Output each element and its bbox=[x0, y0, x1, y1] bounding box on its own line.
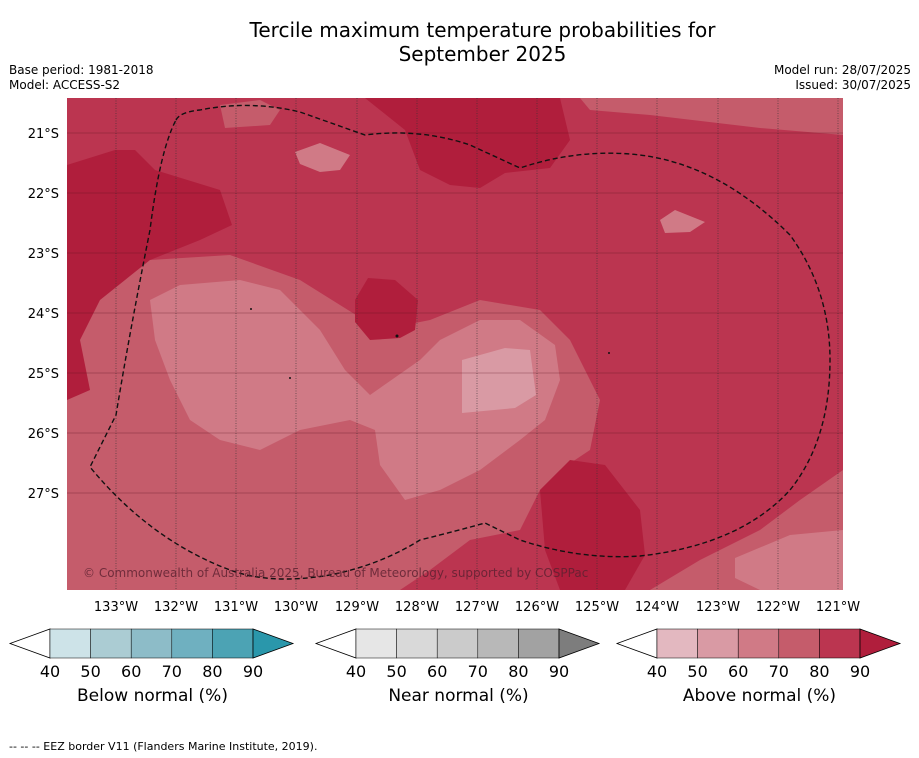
lat-axis: 21°S 22°S 23°S 24°S 25°S 26°S 27°S bbox=[28, 127, 59, 502]
lat-label: 26°S bbox=[28, 427, 59, 442]
colorbar-tick: 40 bbox=[647, 662, 667, 681]
colorbar-tick: 40 bbox=[40, 662, 60, 681]
model-run-text: Model run: 28/07/2025 bbox=[773, 63, 911, 77]
colorbar-bin bbox=[656, 628, 698, 659]
colorbar-bin bbox=[477, 628, 519, 659]
forecast-map: © Commonwealth of Australia 2025, Bureau… bbox=[8, 98, 902, 681]
base-period-text: Base period: 1981-2018 bbox=[9, 63, 154, 77]
colorbar-tick: 70 bbox=[769, 662, 789, 681]
colorbar-bin bbox=[436, 628, 479, 659]
field-90-west bbox=[67, 150, 232, 400]
model-text: Model: ACCESS-S2 bbox=[9, 78, 121, 92]
map-title: Tercile maximum temperature probabilitie… bbox=[0, 18, 919, 66]
colorbar-high-extend bbox=[859, 628, 902, 659]
title-line-1: Tercile maximum temperature probabilitie… bbox=[249, 18, 716, 42]
field-60-70-eastspot bbox=[660, 210, 705, 233]
lat-label: 21°S bbox=[28, 127, 59, 142]
colorbar-tick: 90 bbox=[549, 662, 569, 681]
lat-label: 25°S bbox=[28, 367, 59, 382]
lon-label: 126°W bbox=[515, 600, 559, 615]
graticule-lat bbox=[67, 132, 843, 494]
field-70-80-southwest bbox=[67, 430, 140, 500]
lon-label: 130°W bbox=[274, 600, 318, 615]
field-90-north bbox=[365, 98, 570, 188]
colorbar-high-extend bbox=[252, 628, 295, 659]
colorbar-tick: 60 bbox=[121, 662, 141, 681]
lon-label: 121°W bbox=[816, 600, 860, 615]
colorbar-low-extend bbox=[314, 628, 357, 659]
colorbar-low-extend bbox=[8, 628, 51, 659]
field-50-60-center bbox=[462, 348, 536, 413]
islands bbox=[250, 308, 610, 379]
colorbar-tick: 50 bbox=[687, 662, 707, 681]
colorbar-bin bbox=[49, 628, 91, 659]
colorbar-high-extend bbox=[558, 628, 601, 659]
lon-label: 122°W bbox=[756, 600, 800, 615]
colorbar-tick: 60 bbox=[427, 662, 447, 681]
colorbar-bin bbox=[778, 628, 820, 659]
lon-label: 124°W bbox=[635, 600, 679, 615]
footnote-eez: -- -- -- EEZ border V11 (Flanders Marine… bbox=[9, 740, 318, 753]
colorbar-tick: 90 bbox=[850, 662, 870, 681]
lat-label: 27°S bbox=[28, 487, 59, 502]
above-normal-label: Above normal (%) bbox=[682, 686, 837, 706]
colorbar-bin bbox=[396, 628, 438, 659]
colorbar-tick: 80 bbox=[508, 662, 528, 681]
meta-right: Model run: 28/07/2025 Issued: 30/07/2025 bbox=[774, 63, 911, 93]
colorbar-tick: 70 bbox=[468, 662, 488, 681]
colorbar-tick: 80 bbox=[809, 662, 829, 681]
colorbar-bin bbox=[171, 628, 213, 659]
colorbar-tick: 90 bbox=[243, 662, 263, 681]
colorbar-near: 40 50 60 70 80 90 bbox=[314, 628, 601, 681]
colorbar-bin bbox=[212, 628, 254, 659]
field-60-70-northspot bbox=[295, 143, 350, 172]
lat-label: 22°S bbox=[28, 187, 59, 202]
colorbar-tick: 60 bbox=[728, 662, 748, 681]
colorbar-above: 40 50 60 70 80 90 bbox=[615, 628, 902, 681]
eez-border bbox=[89, 104, 831, 580]
lon-axis: 133°W 132°W 131°W 130°W 129°W 128°W 127°… bbox=[94, 600, 860, 615]
lat-label: 24°S bbox=[28, 307, 59, 322]
field-90-south bbox=[540, 460, 645, 590]
colorbar-tick: 40 bbox=[346, 662, 366, 681]
graticule bbox=[115, 98, 839, 590]
field-70-80-spot-a bbox=[220, 100, 280, 128]
lon-label: 128°W bbox=[395, 600, 439, 615]
colorbar-tick: 50 bbox=[386, 662, 406, 681]
field-90-center bbox=[355, 278, 418, 340]
colorbar-bin bbox=[697, 628, 739, 659]
colorbar-bin bbox=[90, 628, 132, 659]
lon-label: 125°W bbox=[575, 600, 619, 615]
field-70-80-northeast bbox=[580, 98, 843, 135]
near-normal-label: Near normal (%) bbox=[388, 686, 529, 706]
colorbar-bin bbox=[355, 628, 397, 659]
lon-label: 129°W bbox=[335, 600, 379, 615]
colorbar-bin bbox=[518, 628, 560, 659]
colorbar-tick: 80 bbox=[202, 662, 222, 681]
colorbar-tick: 50 bbox=[80, 662, 100, 681]
colorbar-bin bbox=[130, 628, 173, 659]
lon-label: 132°W bbox=[154, 600, 198, 615]
lon-label: 127°W bbox=[455, 600, 499, 615]
field-60-70-southeast bbox=[735, 530, 843, 590]
colorbar-bin bbox=[737, 628, 780, 659]
colorbar-bin bbox=[819, 628, 861, 659]
issued-text: Issued: 30/07/2025 bbox=[795, 78, 911, 92]
meta-left: Base period: 1981-2018 Model: ACCESS-S2 bbox=[9, 63, 154, 93]
field-60-70-center bbox=[150, 280, 560, 500]
lon-label: 123°W bbox=[696, 600, 740, 615]
colorbar-tick: 70 bbox=[162, 662, 182, 681]
lon-label: 131°W bbox=[214, 600, 258, 615]
probability-fields bbox=[67, 98, 843, 590]
title-line-2: September 2025 bbox=[398, 42, 567, 66]
lon-label: 133°W bbox=[94, 600, 138, 615]
copyright-text: © Commonwealth of Australia 2025, Bureau… bbox=[83, 566, 588, 580]
below-normal-label: Below normal (%) bbox=[77, 686, 228, 706]
colorbar-low-extend bbox=[615, 628, 658, 659]
lat-label: 23°S bbox=[28, 247, 59, 262]
colorbars: 40 50 60 70 80 90 40 50 60 70 80 90 40 50 60 70 80 90 bbox=[8, 628, 902, 681]
colorbar-below: 40 50 60 70 80 90 bbox=[8, 628, 295, 681]
